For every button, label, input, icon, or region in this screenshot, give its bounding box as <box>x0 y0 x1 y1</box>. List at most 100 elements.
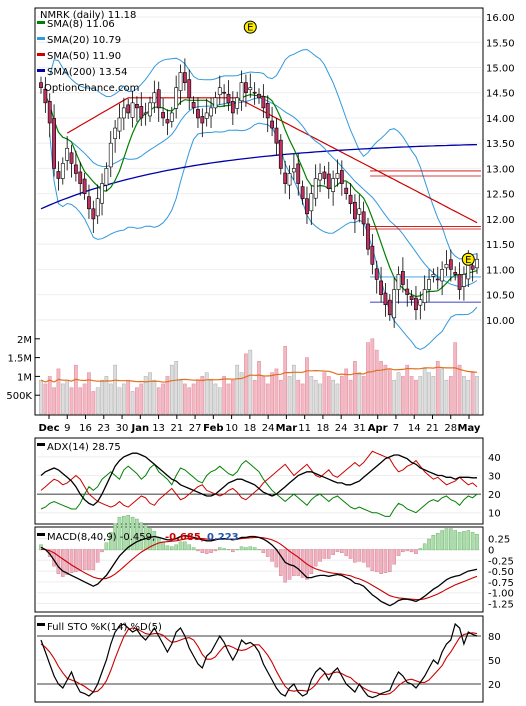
legend-sma20: SMA(20) 10.79 <box>47 35 121 46</box>
volume-bar <box>409 376 414 415</box>
volume-tick-label: 2M <box>17 335 32 346</box>
macd-histogram-bar <box>100 549 104 553</box>
candle-body <box>400 271 405 285</box>
x-tick-label: 16 <box>79 423 92 434</box>
candle-body <box>435 278 440 281</box>
macd-histogram-bar <box>270 549 274 562</box>
sto-tick-label: 20 <box>488 680 501 691</box>
volume-bar <box>418 376 423 415</box>
macd-histogram-bar <box>440 530 444 551</box>
macd-histogram-bar <box>449 528 453 551</box>
volume-bar <box>204 372 209 415</box>
macd-histogram-bar <box>178 541 183 551</box>
x-tick-label: 18 <box>244 423 257 434</box>
candle-body <box>82 178 87 194</box>
volume-bar <box>448 376 453 415</box>
macd-histogram-bar <box>401 549 405 553</box>
volume-bar <box>65 379 70 415</box>
macd-histogram-bar <box>265 549 270 557</box>
volume-bar <box>392 379 397 415</box>
candle-body <box>217 87 222 96</box>
x-tick-label: 28 <box>444 423 457 434</box>
candle-body <box>300 186 305 200</box>
adx-line <box>40 452 477 507</box>
price-title: NMRK (daily) 11.18 <box>40 10 136 21</box>
volume-bar <box>344 368 349 415</box>
price-tick-label: 13.50 <box>486 139 515 150</box>
volume-bar <box>217 387 222 415</box>
sto-title: Full STO %K(14) %D(5) <box>47 622 162 633</box>
candle-body <box>339 170 344 184</box>
candle-body <box>161 112 165 119</box>
candle-body <box>366 223 370 250</box>
macd-histogram-bar <box>252 547 257 551</box>
candle-body <box>69 152 74 164</box>
volume-bar <box>401 376 405 415</box>
macd-histogram-bar <box>196 549 200 552</box>
macd-histogram-bar <box>470 532 475 551</box>
candle-body <box>135 104 139 109</box>
volume-bar <box>322 372 327 415</box>
candle-body <box>322 171 327 179</box>
macd-histogram-bar <box>95 549 100 563</box>
candle-body <box>235 97 240 109</box>
candle-body <box>108 142 113 168</box>
macd-histogram-bar <box>91 549 96 571</box>
volume-bar <box>121 383 126 415</box>
candle-body <box>335 173 340 179</box>
adx-legend: ADX(14) 28.75 <box>37 442 121 453</box>
macd-histogram-bar <box>261 549 266 554</box>
volume-bar <box>300 383 305 415</box>
volume-bar <box>239 372 244 415</box>
volume-bar <box>87 372 91 415</box>
macd-histogram-bar <box>340 549 344 554</box>
macd-histogram-bar <box>318 549 322 562</box>
macd-histogram-bar <box>209 549 213 554</box>
candle-body <box>278 139 283 169</box>
macd-histogram-bar <box>239 546 244 551</box>
macd-histogram-bar <box>152 531 157 551</box>
macd-histogram-bar <box>435 533 440 551</box>
candle-body <box>126 104 131 114</box>
candle-body <box>196 109 200 119</box>
volume-bar <box>466 379 471 415</box>
volume-bar <box>335 383 340 415</box>
volume-bar <box>56 368 61 415</box>
candle-body <box>56 171 61 179</box>
volume-bar <box>209 379 213 415</box>
volume-bar <box>361 376 366 415</box>
candle-body <box>409 295 414 300</box>
macd-histogram-bar <box>462 531 466 551</box>
macd-histogram-bar <box>475 533 479 551</box>
bollinger-upper <box>49 48 478 260</box>
volume-average-line <box>40 366 478 383</box>
x-tick-label: Jan <box>131 423 150 434</box>
legend-sma8: SMA(8) 11.06 <box>47 19 115 30</box>
volume-bar <box>156 387 161 415</box>
adx-tick-label: 30 <box>488 471 501 482</box>
macd-histogram-bar <box>353 549 357 563</box>
candle-body <box>104 168 109 186</box>
macd-tick-label: -1.25 <box>488 600 514 611</box>
volume-bar <box>431 376 436 415</box>
macd-histogram-bar <box>139 522 144 551</box>
x-tick-label: 21 <box>170 423 183 434</box>
macd-histogram-bar <box>453 530 458 551</box>
volume-bar <box>148 372 152 415</box>
candle-body <box>387 299 392 316</box>
candle-body <box>379 280 383 295</box>
candle-body <box>143 112 148 115</box>
candle-body <box>209 107 213 117</box>
macd-histogram-bar <box>409 549 414 553</box>
candle-body <box>392 289 397 319</box>
macd-histogram-bar <box>183 541 187 551</box>
macd-histogram-bar <box>87 549 91 571</box>
macd-histogram-bar <box>418 548 423 551</box>
volume-bar <box>396 372 401 415</box>
macd-histogram-bar <box>244 547 248 551</box>
x-tick-label: 7 <box>393 423 399 434</box>
macd-histogram-bar <box>392 549 396 565</box>
macd-tick-label: -0.50 <box>488 567 514 578</box>
volume-bar <box>135 387 139 415</box>
candle-body <box>60 163 65 179</box>
